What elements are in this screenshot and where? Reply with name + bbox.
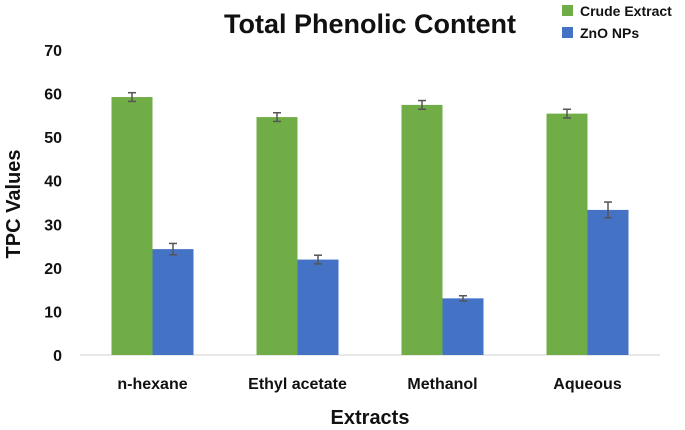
chart-title: Total Phenolic Content (224, 9, 516, 39)
bar-zno-nps (152, 249, 194, 355)
legend-swatch (562, 5, 573, 16)
bar-zno-nps (587, 209, 629, 355)
bars-group (111, 91, 629, 356)
y-tick-label: 60 (44, 87, 62, 104)
x-tick-label: Methanol (407, 376, 477, 393)
y-tick-label: 20 (44, 261, 62, 278)
y-axis-title: TPC Values (3, 150, 25, 259)
y-tick-label: 30 (44, 217, 62, 234)
legend-label: ZnO NPs (580, 25, 639, 41)
bar-crude-extract (401, 104, 443, 356)
y-tick-label: 10 (44, 304, 62, 321)
y-tick-labels: 0 10 20 30 40 50 60 70 (44, 43, 62, 365)
legend-label: Crude Extract (580, 3, 672, 19)
bar-crude-extract (546, 113, 588, 355)
legend-swatch (562, 27, 573, 38)
y-tick-label: 40 (44, 174, 62, 191)
x-tick-label: Ethyl acetate (248, 376, 347, 393)
y-tick-label: 0 (53, 348, 62, 365)
x-axis-title: Extracts (331, 407, 410, 429)
bar-crude-extract (256, 117, 298, 355)
legend: Crude Extract ZnO NPs (562, 3, 672, 41)
x-tick-labels: n-hexane Ethyl acetate Methanol Aqueous (117, 376, 621, 393)
x-tick-label: Aqueous (553, 376, 622, 393)
bar-zno-nps (297, 259, 339, 355)
y-tick-label: 50 (44, 130, 62, 147)
y-tick-label: 70 (44, 43, 62, 60)
x-tick-label: n-hexane (117, 376, 187, 393)
bar-crude-extract (111, 97, 153, 356)
bar-zno-nps (442, 298, 484, 355)
